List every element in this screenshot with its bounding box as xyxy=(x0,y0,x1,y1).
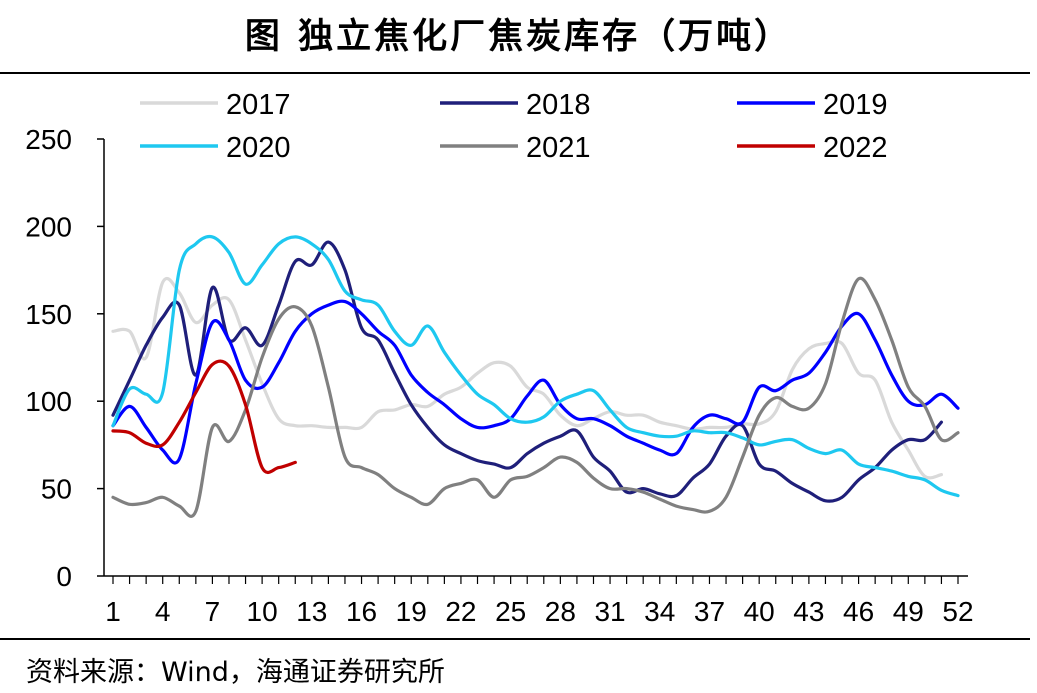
y-tick-label: 150 xyxy=(25,299,72,330)
y-tick-label: 250 xyxy=(25,124,72,155)
x-tick-label: 49 xyxy=(893,596,924,627)
series-lines xyxy=(111,234,960,518)
legend-label-2021: 2021 xyxy=(526,132,591,164)
x-tick-label: 40 xyxy=(744,596,775,627)
x-tick-label: 13 xyxy=(296,596,327,627)
x-tick-label: 31 xyxy=(594,596,625,627)
x-tick-label: 34 xyxy=(644,596,675,627)
y-tick-label: 100 xyxy=(25,386,72,417)
axes: 0 50 100 150 200 250 1 4 7 10 13 16 19 22 25 28 31 34 37 40… xyxy=(25,124,973,627)
source-note: 资料来源：Wind，海通证券研究所 xyxy=(26,657,445,688)
x-tick-label: 4 xyxy=(155,596,171,627)
series-line-2017 xyxy=(111,276,943,480)
series-line-2022 xyxy=(111,359,297,475)
chart-title: 图 独立焦化厂焦炭库存（万吨） xyxy=(244,17,793,57)
y-tick-label: 200 xyxy=(25,211,72,242)
x-tick-label: 46 xyxy=(843,596,874,627)
series-line-2019 xyxy=(111,299,960,465)
x-tick-label: 52 xyxy=(942,596,973,627)
y-tick-label: 0 xyxy=(56,561,72,592)
x-tick-label: 1 xyxy=(105,596,121,627)
x-tick-label: 10 xyxy=(247,596,278,627)
y-tick-label: 50 xyxy=(41,474,72,505)
x-tick-label: 37 xyxy=(694,596,725,627)
legend-label-2017: 2017 xyxy=(226,89,291,121)
series-line-2020 xyxy=(111,234,960,498)
series-line-2018 xyxy=(111,240,943,503)
legend: 2017 2018 2019 2020 2021 2022 xyxy=(140,89,888,164)
x-tick-label: 25 xyxy=(495,596,526,627)
x-tick-label: 16 xyxy=(346,596,377,627)
bottom-rule xyxy=(0,638,1030,640)
legend-label-2019: 2019 xyxy=(823,89,888,121)
x-tick-label: 7 xyxy=(205,596,221,627)
top-rule xyxy=(0,72,1030,74)
legend-label-2018: 2018 xyxy=(526,89,591,121)
x-tick-label: 43 xyxy=(793,596,824,627)
series-line-2021 xyxy=(111,276,960,518)
legend-label-2020: 2020 xyxy=(226,132,291,164)
x-tick-label: 22 xyxy=(445,596,476,627)
legend-label-2022: 2022 xyxy=(823,132,888,164)
x-tick-label: 28 xyxy=(545,596,576,627)
x-tick-label: 19 xyxy=(396,596,427,627)
